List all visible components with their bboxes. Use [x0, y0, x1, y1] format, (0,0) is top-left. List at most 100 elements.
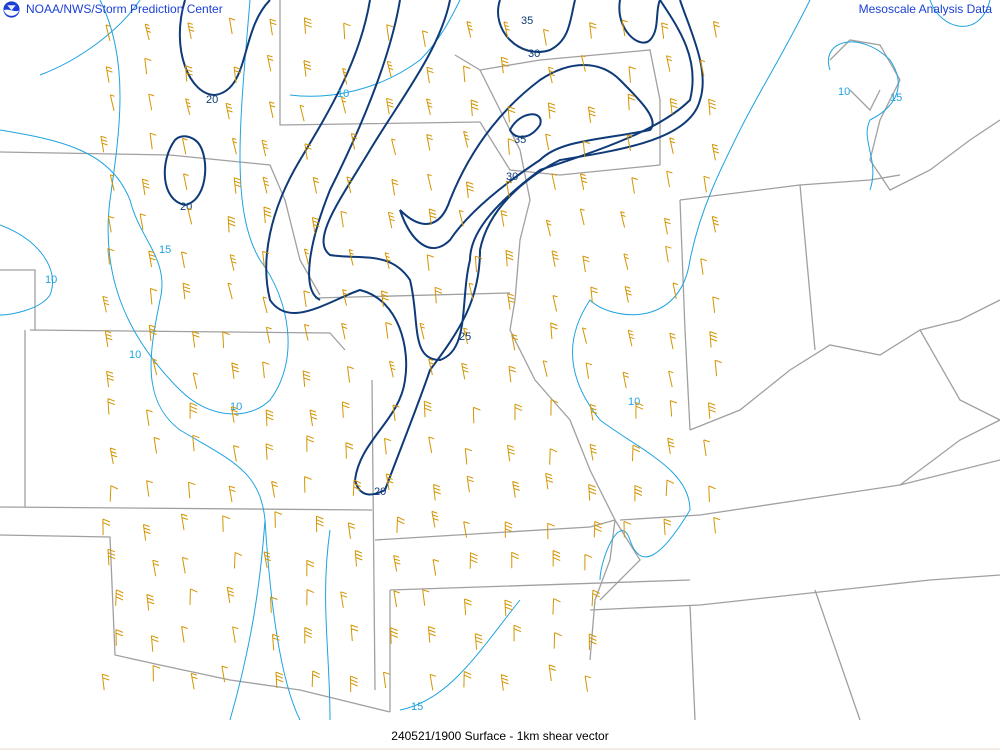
wind-barb: [463, 65, 471, 83]
border-wv: [919, 329, 1000, 421]
wind-barb: [585, 362, 593, 379]
wind-barb: [627, 93, 636, 111]
wind-barb: [664, 217, 671, 235]
wind-barb: [266, 54, 274, 72]
wind-barb: [392, 404, 400, 422]
header-title: NOAA/NWS/Storm Prediction Center: [26, 2, 223, 16]
wind-barb: [354, 550, 363, 567]
wind-barb: [350, 133, 358, 150]
wind-barb: [189, 588, 198, 605]
contour-label: 15: [159, 244, 171, 256]
wind-barb: [466, 475, 474, 493]
wind-barb: [347, 522, 356, 539]
wind-barb: [511, 333, 518, 351]
wind-barb: [703, 175, 711, 193]
wind-barb: [393, 590, 400, 608]
wind-barb: [669, 98, 678, 115]
wind-barb: [146, 480, 153, 497]
wind-barb: [149, 288, 158, 305]
wind-barb: [228, 485, 236, 503]
wind-barb: [582, 140, 591, 158]
border-la: [389, 579, 691, 712]
wind-barb: [500, 56, 509, 74]
wind-barb: [463, 671, 472, 688]
wind-barb: [463, 130, 470, 148]
contour-label: 35: [521, 15, 533, 27]
wind-barb: [552, 598, 561, 615]
strong-contour-labels: 35 30 20 35 30 20 25 20: [180, 15, 540, 498]
border-al-ga: [814, 589, 861, 721]
wind-barb: [580, 55, 586, 72]
wind-barb: [192, 331, 200, 348]
wind-barb: [345, 442, 354, 459]
mississippi-river: [479, 69, 616, 661]
wind-barb: [391, 138, 396, 156]
wind-barb: [262, 296, 268, 314]
wind-barb: [225, 102, 233, 120]
wind-barb: [551, 250, 559, 267]
wind-barb: [386, 24, 394, 41]
wind-barb: [142, 524, 151, 541]
wind-barb: [230, 406, 239, 423]
wind-barb: [635, 402, 644, 419]
wind-barb: [427, 626, 436, 643]
wind-barb: [311, 670, 320, 688]
wind-barb: [263, 551, 271, 568]
wind-barb: [152, 559, 160, 577]
wind-barb: [419, 322, 426, 340]
border-ar-north: [374, 519, 616, 541]
wind-barb: [341, 322, 348, 340]
wind-barb: [426, 98, 433, 116]
wind-barb: [621, 19, 628, 37]
wind-barb: [549, 448, 558, 465]
wind-barb: [474, 255, 483, 273]
wind-barb: [185, 98, 192, 115]
weak-contours: [0, 0, 991, 721]
wind-barb: [464, 598, 472, 616]
wind-barb: [347, 366, 354, 383]
wind-barb: [387, 211, 395, 229]
wind-barb: [312, 177, 320, 194]
wind-barb: [632, 444, 641, 462]
contour-label: 20: [374, 486, 386, 498]
wind-barb: [233, 66, 242, 84]
wind-barb: [342, 289, 348, 306]
wind-barb: [545, 472, 554, 490]
wind-barb: [589, 404, 598, 421]
wind-barb: [107, 215, 115, 233]
wind-barb: [458, 209, 464, 227]
wind-barb: [426, 254, 434, 271]
wind-barb: [665, 479, 675, 497]
wind-barb: [388, 360, 396, 378]
contour-label: 10: [129, 349, 141, 361]
strong-contours: [163, 0, 704, 496]
wind-barb: [550, 399, 559, 416]
wind-barb: [709, 331, 718, 348]
wind-barb: [711, 215, 720, 233]
wind-barb: [340, 591, 348, 608]
wind-barb: [380, 290, 389, 307]
wind-barb: [315, 515, 324, 533]
wind-barb: [543, 28, 550, 46]
wind-barb: [591, 589, 601, 607]
wind-barb: [466, 21, 473, 38]
contour-label: 30: [528, 48, 540, 60]
wind-barb: [624, 286, 632, 303]
wind-barb: [631, 177, 638, 194]
wind-barb: [627, 329, 635, 347]
wind-barb: [542, 360, 548, 377]
wind-barb: [513, 624, 522, 642]
wind-barb: [470, 99, 479, 117]
wind-barb: [265, 443, 274, 460]
wind-barb: [588, 484, 597, 501]
wind-barb: [712, 296, 720, 313]
wind-barb: [708, 402, 716, 419]
wind-barb: [102, 295, 110, 313]
wind-barb: [303, 17, 312, 34]
wind-barb: [584, 675, 592, 692]
wind-barb: [303, 248, 310, 266]
wind-barb: [152, 358, 158, 376]
wind-barb: [350, 675, 358, 693]
wind-barb: [275, 671, 284, 689]
wind-barb: [590, 286, 598, 304]
